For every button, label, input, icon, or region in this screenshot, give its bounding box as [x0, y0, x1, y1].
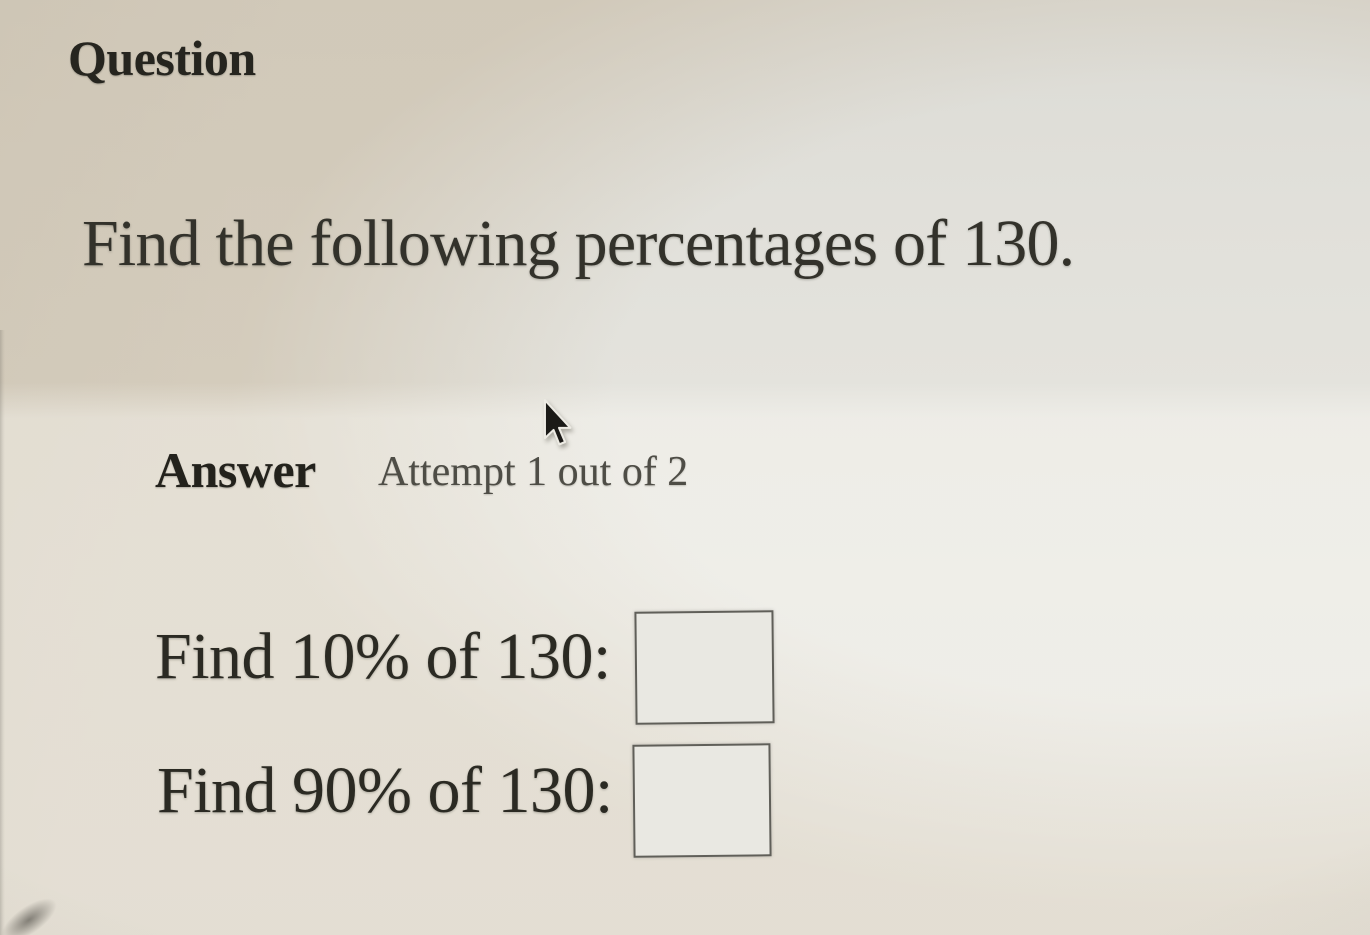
find-90-percent-label: Find 90% of 130: [157, 754, 613, 827]
arrow-pointer-icon [543, 399, 572, 446]
question-prompt-text: Find the following percentages of 130. [82, 207, 1075, 280]
question-section-heading: Question [68, 30, 256, 86]
answer-input-90-percent[interactable] [632, 743, 772, 858]
answer-section-heading: Answer [155, 442, 316, 498]
screen-corner-shadow [0, 880, 75, 935]
find-10-percent-label: Find 10% of 130: [155, 620, 611, 693]
screen-left-edge [0, 330, 5, 935]
answer-input-10-percent[interactable] [634, 610, 775, 725]
attempt-counter: Attempt 1 out of 2 [378, 449, 689, 495]
